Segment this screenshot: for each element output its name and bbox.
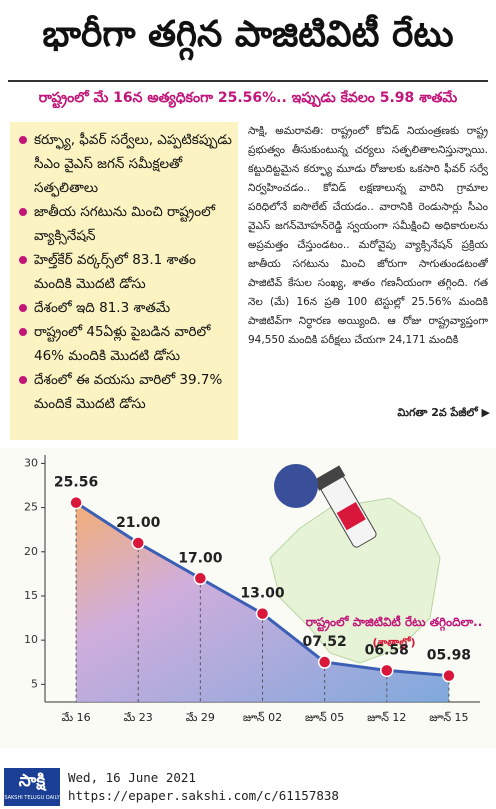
chart: రాష్ట్రంలో పాజిటివిటీ రేటు తగ్గిందిలా.. …: [0, 448, 496, 748]
value-label: 05.98: [427, 648, 471, 664]
annotation: రాష్ట్రంలో పాజిటివిటీ రేటు తగ్గిందిలా..: [306, 615, 483, 632]
map-shape: [269, 497, 441, 664]
subheadline: రాష్ట్రంలో మే 16న అత్యధికంగా 25.56%.. ఇప…: [38, 90, 458, 106]
highlights: కర్ఫ్యూ, ఫీవర్ సర్వేలు, ఎప్పటికప్పుడు సీ…: [10, 128, 238, 416]
footer: సాక్షి SAKSHI TELUGU DAILY Wed, 16 June …: [0, 748, 496, 809]
value-label: 25.56: [54, 475, 98, 491]
logo-text: సాక్షి: [18, 771, 46, 791]
value-label: 13.00: [240, 586, 285, 602]
x-tick-label: మే 16: [62, 711, 91, 724]
point: [380, 663, 394, 678]
date: Wed, 16 June 2021: [68, 770, 196, 785]
continued-text: మిగతా 2వ పేజీలో: [397, 406, 478, 419]
highlight: రాష్ట్రంలో 45ఏళ్లు పైబడిన వారిలో 46% మంద…: [19, 320, 232, 368]
value-label: 21.00: [116, 515, 161, 531]
continued: మిగతా 2వ పేజీలో ▶: [397, 406, 490, 419]
x-tick-label: జూన్ 15: [429, 711, 468, 724]
value-label: 06.58: [365, 642, 409, 658]
point: [69, 495, 83, 510]
y-tick-label: 25: [24, 501, 38, 514]
y-tick-label: 15: [24, 589, 38, 602]
x-tick-label: మే 29: [186, 711, 215, 724]
highlight: కర్ఫ్యూ, ఫీవర్ సర్వేలు, ఎప్పటికప్పుడు సీ…: [19, 128, 232, 200]
highlight: జాతీయ సగటును మించి రాష్ట్రంలో వ్యాక్సినే…: [19, 200, 232, 248]
point: [131, 536, 145, 550]
article-text: సాక్షి, అమరావతి: రాష్ట్రంలో కోవిడ్ నియంత…: [248, 125, 488, 346]
virus-icon: [274, 464, 318, 508]
highlight: దేశంలో ఇది 81.3 శాతమే: [19, 296, 232, 320]
value-label: 07.52: [302, 634, 346, 650]
point: [317, 655, 332, 669]
logo: సాక్షి SAKSHI TELUGU DAILY: [4, 768, 60, 806]
x-tick-label: జూన్ 12: [367, 711, 406, 724]
highlight: దేశంలో ఈ వయసు వారిలో 39.7% మందికే మొదటి …: [19, 368, 232, 416]
logo-sub: SAKSHI TELUGU DAILY: [4, 795, 60, 801]
y-tick-label: 20: [24, 545, 38, 558]
annotation-unit: (శాతాల్లో): [372, 636, 415, 651]
highlights-box: కర్ఫ్యూ, ఫీవర్ సర్వేలు, ఎప్పటికప్పుడు సీ…: [10, 122, 238, 440]
point: [255, 606, 270, 621]
x-tick-label: జూన్ 02: [243, 711, 282, 724]
x-tick-label: జూన్ 05: [305, 711, 344, 724]
point: [442, 668, 456, 683]
rule: [8, 80, 488, 82]
y-tick-label: 10: [24, 633, 38, 646]
area: [76, 502, 449, 702]
vaccine-icon: [313, 465, 377, 548]
highlight: హెల్త్‌కేర్ వర్కర్స్‌లో 83.1 శాతం మందికి…: [19, 248, 232, 296]
y-tick-label: 5: [31, 677, 38, 690]
url: https://epaper.sakshi.com/c/61157838: [68, 788, 339, 803]
y-tick-label: 30: [24, 456, 38, 469]
value-label: 17.00: [178, 550, 223, 566]
point: [193, 571, 208, 586]
x-tick-label: మే 23: [124, 711, 153, 724]
headline: భారీగా తగ్గిన పాజిటివిటీ రేటు: [42, 14, 454, 55]
